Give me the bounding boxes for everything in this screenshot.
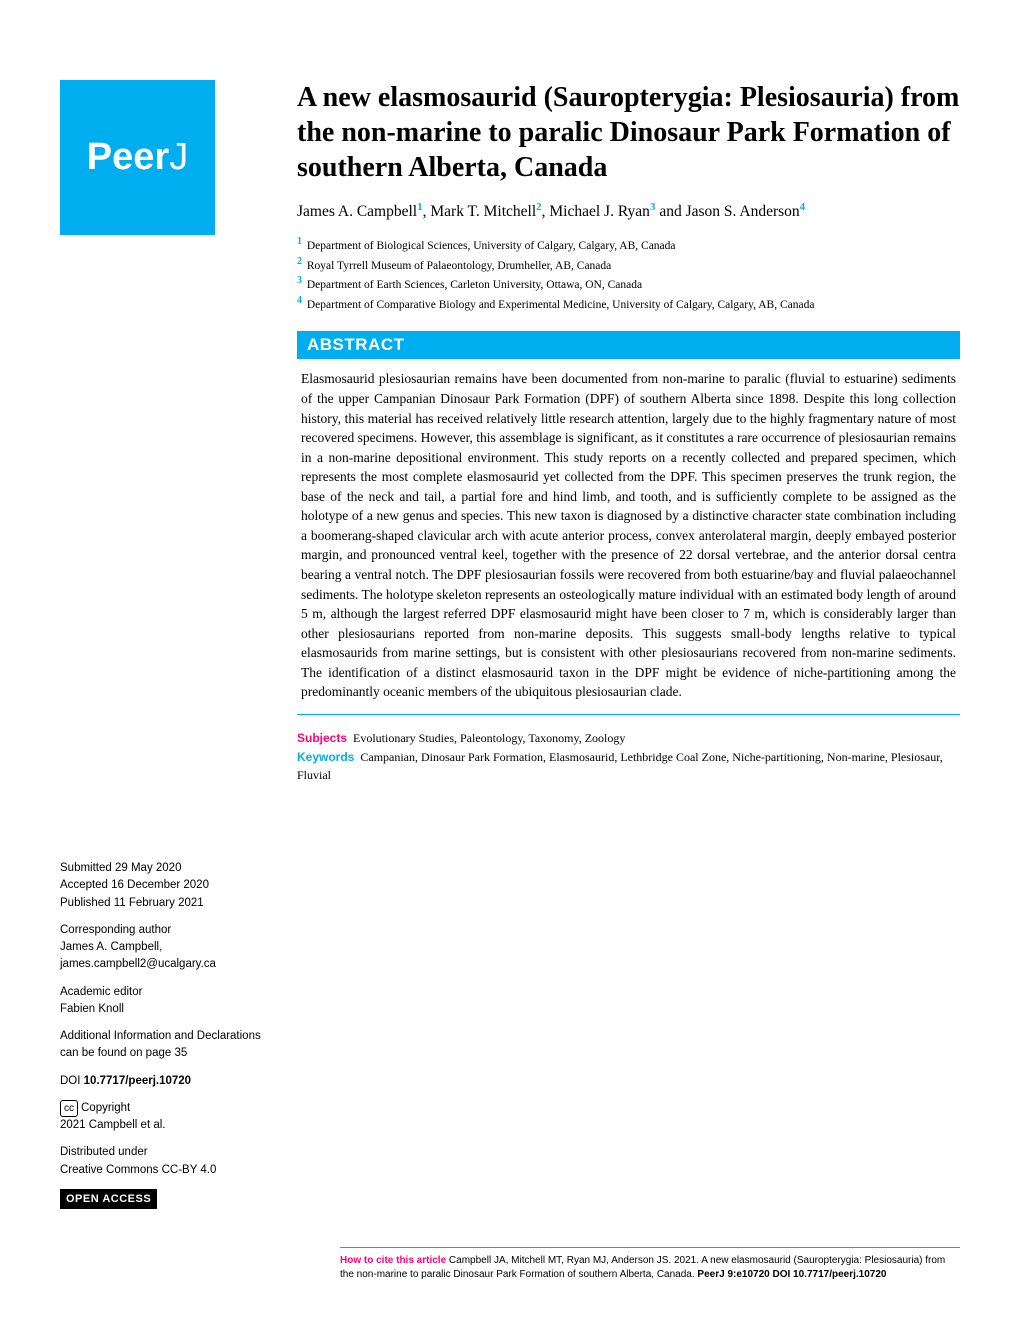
accepted-date: 16 December 2020	[111, 879, 209, 891]
subjects-label: Subjects	[297, 731, 347, 745]
logo-light: J	[169, 136, 188, 178]
corresponding-author-email[interactable]: james.campbell2@ucalgary.ca	[60, 958, 216, 970]
affiliations-list: 1 Department of Biological Sciences, Uni…	[297, 235, 960, 313]
keywords-text: Campanian, Dinosaur Park Formation, Elas…	[297, 750, 943, 783]
published-date: 11 February 2021	[114, 897, 204, 909]
logo-bold: Peer	[87, 136, 169, 178]
article-title: A new elasmosaurid (Sauropterygia: Plesi…	[297, 80, 960, 185]
accepted-label: Accepted	[60, 879, 108, 891]
additional-info-link[interactable]: Additional Information and Declarations …	[60, 1030, 261, 1059]
license-link[interactable]: Creative Commons CC-BY 4.0	[60, 1164, 216, 1176]
corresponding-author-name: James A. Campbell,	[60, 941, 162, 953]
subjects-text: Evolutionary Studies, Paleontology, Taxo…	[353, 731, 625, 745]
submitted-label: Submitted	[60, 862, 112, 874]
subjects-line: Subjects Evolutionary Studies, Paleontol…	[297, 729, 960, 748]
journal-logo: PeerJ	[60, 80, 215, 235]
academic-editor[interactable]: Fabien Knoll	[60, 1003, 124, 1015]
article-metadata-sidebar: Submitted 29 May 2020 Accepted 16 Decemb…	[60, 860, 275, 1209]
citation-journal: PeerJ 9:e10720 DOI 10.7717/peerj.10720	[697, 1269, 886, 1280]
copyright-text: 2021 Campbell et al.	[60, 1119, 165, 1131]
doi-label: DOI	[60, 1075, 80, 1087]
cc-icon: cc	[60, 1100, 78, 1117]
keywords-label: Keywords	[297, 750, 354, 764]
abstract-header: ABSTRACT	[297, 331, 960, 359]
academic-editor-label: Academic editor	[60, 986, 142, 998]
submitted-date: 29 May 2020	[115, 862, 182, 874]
abstract-body: Elasmosaurid plesiosaurian remains have …	[297, 359, 960, 715]
keywords-line: Keywords Campanian, Dinosaur Park Format…	[297, 748, 960, 785]
authors-list: James A. Campbell1, Mark T. Mitchell2, M…	[297, 199, 960, 223]
corresponding-author-label: Corresponding author	[60, 924, 171, 936]
copyright-label: Copyright	[81, 1102, 130, 1114]
citation-footer: How to cite this article Campbell JA, Mi…	[340, 1247, 960, 1282]
doi-link[interactable]: 10.7717/peerj.10720	[84, 1075, 191, 1087]
distributed-label: Distributed under	[60, 1146, 148, 1158]
published-label: Published	[60, 897, 111, 909]
open-access-badge: OPEN ACCESS	[60, 1189, 157, 1210]
how-to-cite-label: How to cite this article	[340, 1255, 446, 1266]
